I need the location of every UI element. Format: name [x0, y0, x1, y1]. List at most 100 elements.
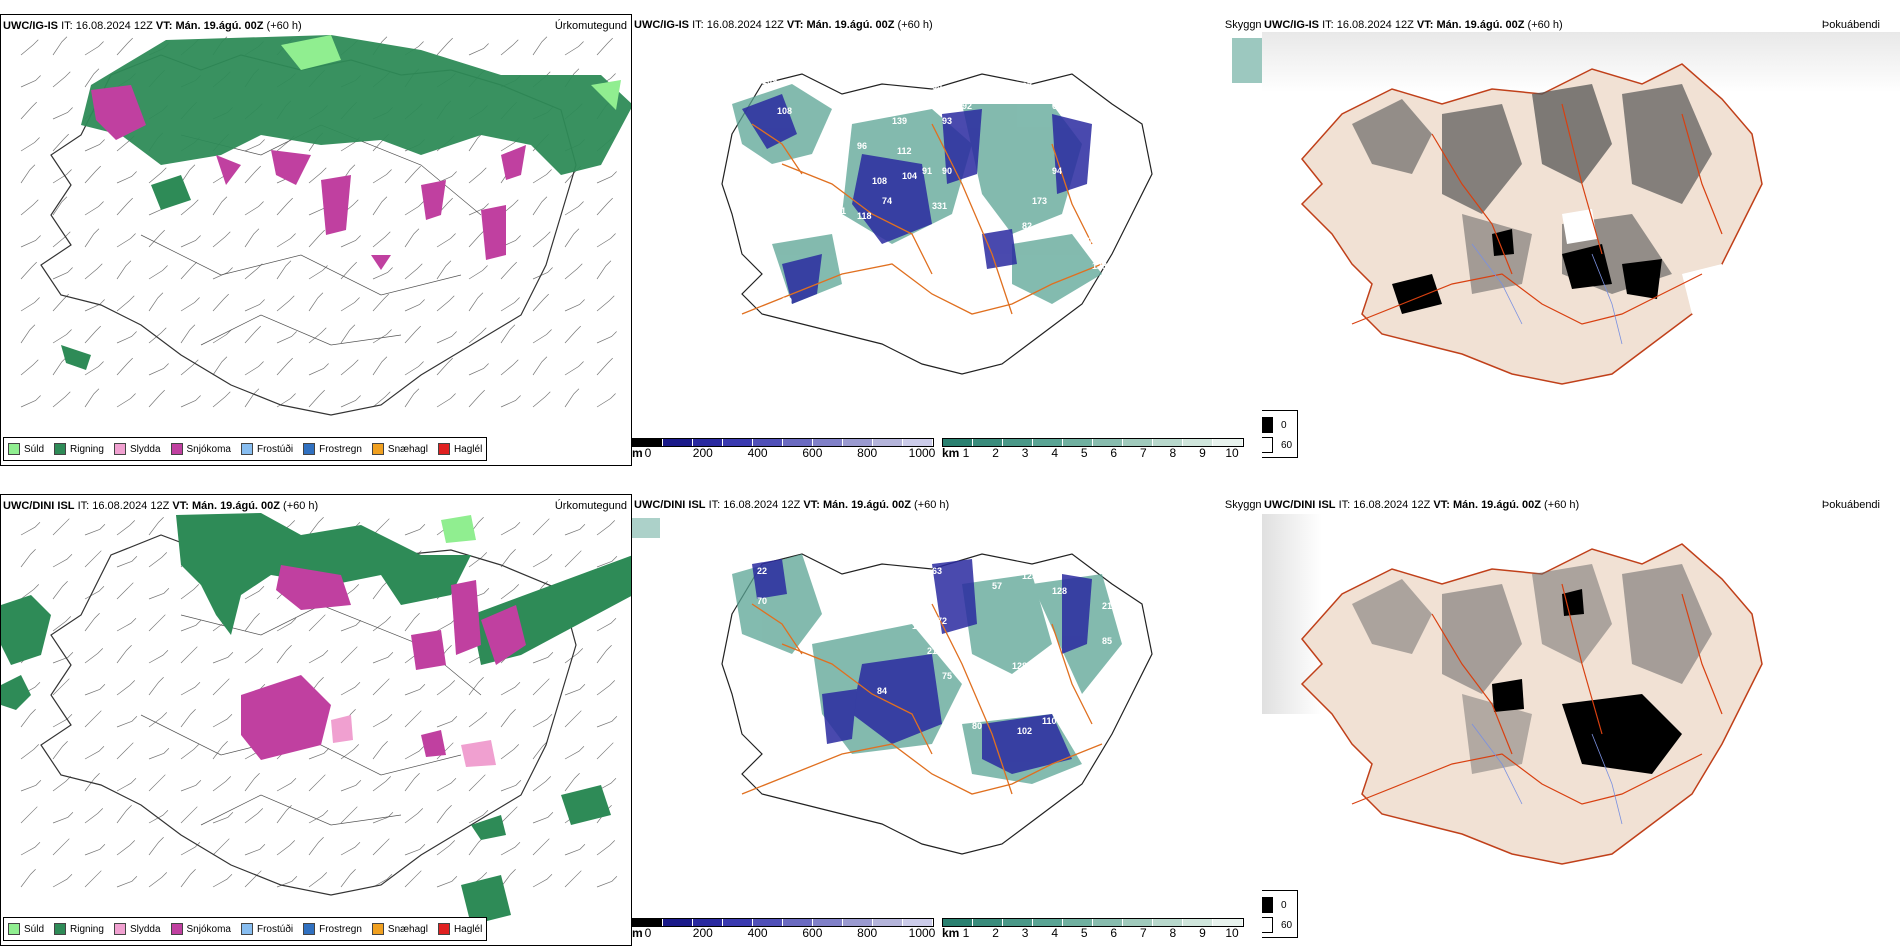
cloud-base-labels: 80 109 108 125 99 80 93 139 92 107 64 28 96 112 108 104… — [727, 71, 1107, 306]
wind-barb — [500, 708, 516, 728]
wind-barb — [340, 780, 362, 792]
visibility-colorbar — [942, 918, 1244, 927]
wind-barb — [116, 233, 136, 248]
colorbar-segment — [1213, 919, 1243, 926]
wind-barb — [52, 812, 74, 824]
wind-barb — [436, 233, 456, 248]
fog-dense — [1392, 229, 1662, 314]
wind-barb — [308, 614, 326, 632]
product-name: Þokuábendi — [1821, 499, 1880, 511]
wind-barb — [596, 644, 612, 664]
cloud-base-colorbar — [632, 918, 934, 927]
cloud-base-value: 118 — [857, 211, 872, 221]
wind-barb — [148, 552, 168, 568]
wind-barb — [564, 325, 581, 344]
wind-barb — [148, 327, 167, 344]
cloud-base-value: 80 — [972, 721, 982, 731]
wind-barb — [52, 71, 71, 88]
wind-barb — [52, 678, 70, 696]
wind-barb — [532, 169, 552, 184]
wind-barb — [436, 295, 455, 312]
snow-areas — [91, 85, 526, 270]
cloud-base-value: 250 — [982, 676, 997, 686]
wind-barb — [276, 393, 296, 408]
cloud-base-value: 331 — [932, 201, 947, 211]
wind-barb — [564, 550, 582, 568]
cloud-base-value: 123 — [1022, 571, 1037, 581]
scale-tick: 8 — [1169, 446, 1177, 460]
fog-scale-bottom: 60 — [1281, 439, 1293, 451]
legend-swatch — [113, 923, 126, 935]
colorbar-segment — [873, 919, 903, 926]
scale-tick: 1 — [962, 926, 970, 940]
legend-swatch — [303, 923, 316, 935]
wind-barb — [468, 552, 488, 568]
legend-item: Rigning — [54, 923, 104, 935]
wind-barb — [340, 235, 361, 248]
cloud-base-value: 128 — [1052, 586, 1067, 596]
wind-barb — [308, 363, 329, 376]
wind-barb — [148, 363, 169, 376]
wind-barb — [372, 812, 394, 824]
wind-barb — [436, 876, 458, 888]
wind-barb — [532, 196, 548, 216]
vt-label: VT: — [172, 500, 189, 512]
wind-barb — [276, 260, 292, 280]
wind-barb — [20, 199, 39, 216]
visibility-scale: km 1 2 3 4 5 6 7 8 9 10 — [942, 918, 1244, 940]
colorbar-segment — [1093, 439, 1123, 446]
wind-barb — [372, 580, 388, 600]
wind-barb — [52, 36, 68, 56]
wind-barb — [340, 646, 358, 664]
wind-barb — [404, 228, 420, 248]
visibility-unit: km — [942, 926, 960, 940]
cloud-base-value: 82 — [1022, 221, 1032, 231]
wind-barb — [212, 329, 232, 344]
wind-barb — [148, 516, 164, 536]
colorbar-segment — [1003, 919, 1033, 926]
wind-barb — [116, 260, 132, 280]
wind-barb — [340, 359, 359, 376]
colorbar-segment — [723, 439, 753, 446]
legend-label: Rigning — [70, 923, 104, 935]
wind-barb — [148, 265, 168, 280]
wind-barb — [500, 806, 518, 824]
wind-barb — [84, 524, 106, 536]
wind-barb — [148, 712, 168, 728]
wind-barb — [340, 620, 362, 632]
wind-barb — [404, 745, 425, 760]
wind-barb — [212, 812, 234, 824]
wind-barb — [308, 774, 326, 792]
wind-barb — [212, 391, 231, 408]
wind-barb — [116, 804, 132, 824]
wind-barb — [148, 836, 164, 856]
wind-barb — [436, 840, 456, 856]
wind-barb — [340, 868, 356, 888]
wind-barb — [116, 617, 137, 632]
wind-barb — [148, 167, 167, 184]
wind-barb — [532, 267, 553, 280]
wind-barb — [20, 868, 36, 888]
wind-barb — [500, 841, 521, 856]
cloud-base-value: 102 — [1017, 726, 1032, 736]
wind-barb — [436, 680, 456, 696]
cloud-base-value: 108 — [872, 176, 887, 186]
wind-barb — [180, 395, 201, 408]
precip-type-panel-row2: UWC/DINI ISL IT: 16.08.2024 12Z VT: Mán.… — [0, 494, 632, 946]
cloud-base-value: 106 — [1082, 236, 1097, 246]
wind-barb — [52, 267, 73, 280]
fog-dense — [1492, 589, 1682, 774]
wind-barb — [532, 36, 548, 56]
panel-header: UWC/DINI ISL IT: 16.08.2024 12Z VT: Mán.… — [3, 500, 318, 512]
wind-barb — [52, 776, 72, 792]
wind-barb — [436, 37, 453, 56]
wind-barb — [116, 680, 136, 696]
wind-barb — [20, 261, 37, 280]
wind-barb — [276, 357, 293, 376]
it-label: IT: — [77, 500, 90, 512]
cloud-base-unit: m — [632, 926, 643, 940]
wind-barb — [20, 584, 40, 600]
visibility-colorbar — [942, 438, 1244, 447]
it-label: IT: — [61, 20, 73, 32]
wind-barb — [372, 652, 394, 664]
